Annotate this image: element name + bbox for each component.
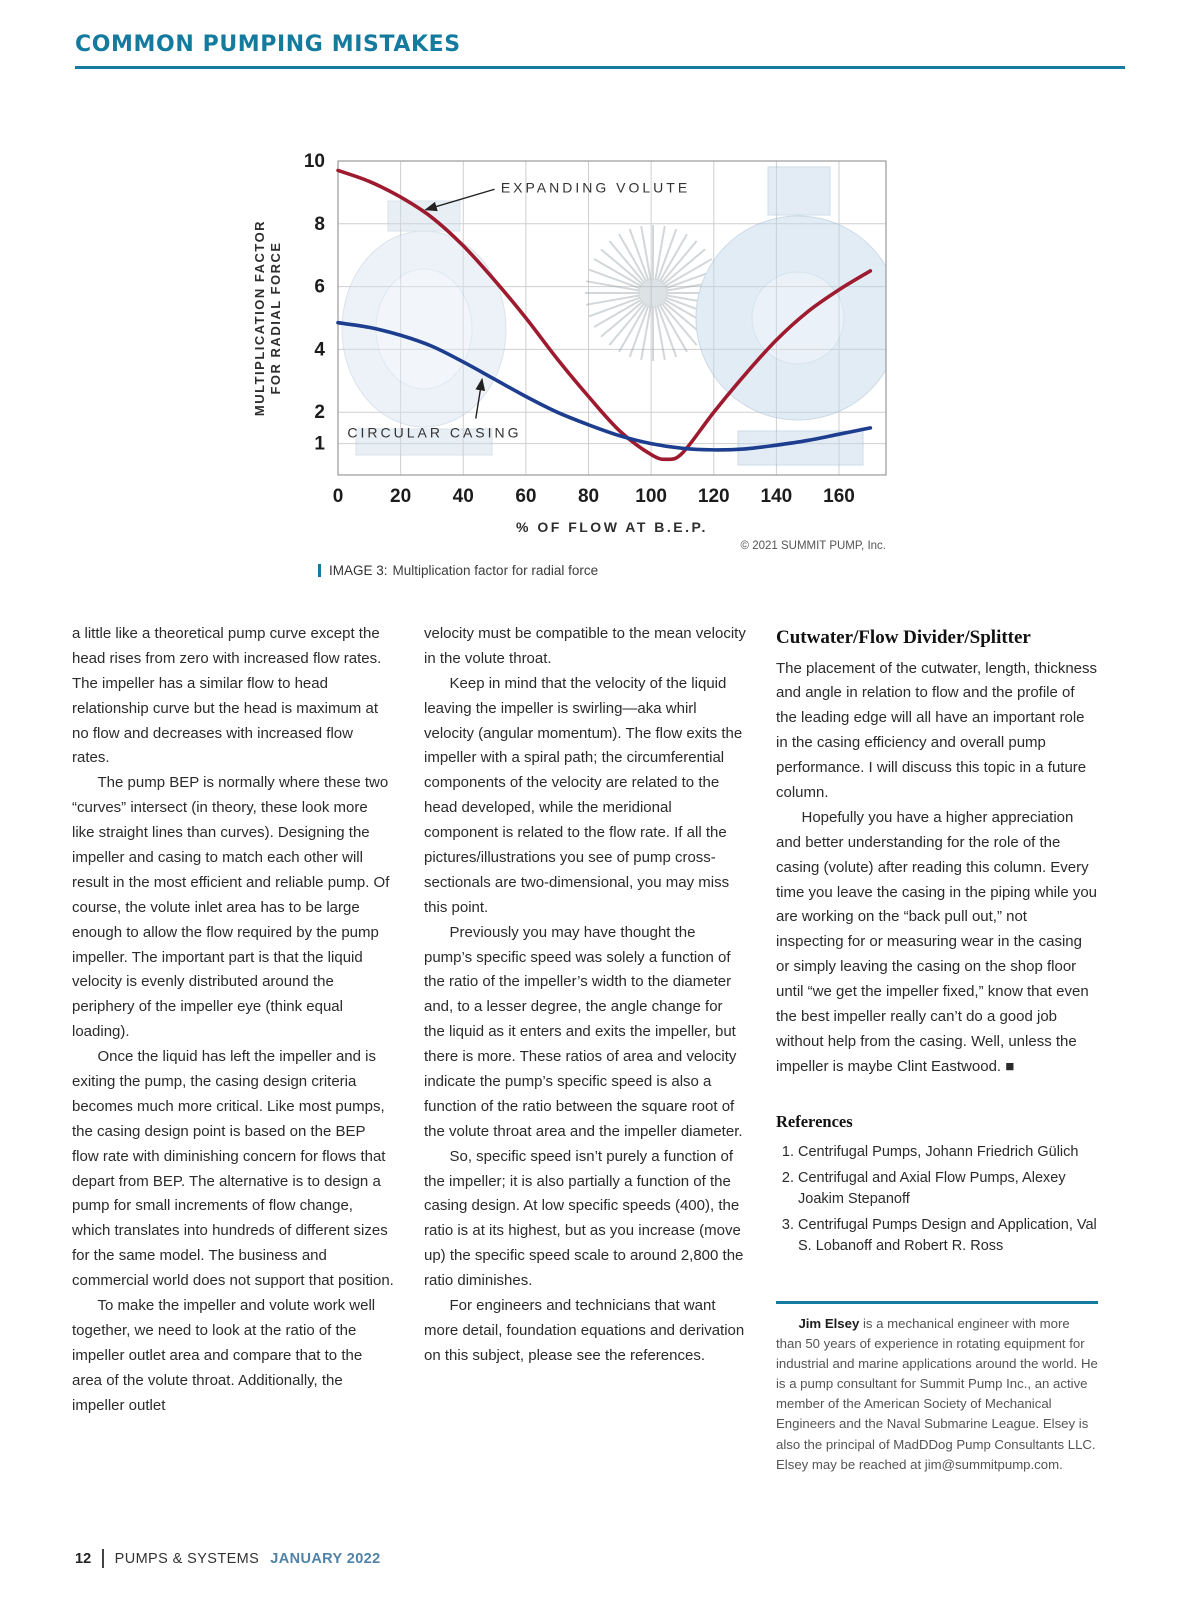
bio-rule [776, 1301, 1098, 1305]
author-bio: Jim Elsey is a mechanical engineer with … [776, 1314, 1098, 1475]
svg-text:0: 0 [333, 486, 344, 507]
paragraph: The pump BEP is normally where these two… [72, 774, 390, 1041]
annotation-label: EXPANDING VOLUTE [501, 180, 690, 196]
paragraph: Hopefully you have a higher appreciation… [776, 808, 1098, 1075]
pump-watermark-illustration [341, 166, 886, 466]
caption-bar-icon [318, 564, 321, 577]
header-rule [75, 66, 1125, 69]
paragraph: So, specific speed isn’t purely a functi… [424, 1147, 744, 1290]
section-paragraphs: The placement of the cutwater, length, t… [776, 657, 1098, 1080]
series-expanding-volute [336, 168, 873, 462]
paragraph: Once the liquid has left the impeller an… [72, 1048, 394, 1290]
paragraph: Keep in mind that the velocity of the li… [424, 674, 743, 916]
paragraph: Previously you may have thought the pump… [424, 923, 743, 1140]
paragraph: For engineers and technicians that want … [424, 1297, 745, 1364]
svg-text:MULTIPLICATION FACTORFOR RADIA: MULTIPLICATION FACTORFOR RADIAL FORCE [252, 220, 283, 416]
series-circular-casing [336, 320, 873, 452]
svg-text:60: 60 [515, 486, 536, 507]
svg-text:160: 160 [823, 486, 855, 507]
paragraph: a little like a theoretical pump curve e… [72, 625, 382, 767]
svg-text:1: 1 [314, 434, 325, 455]
figure-credit: © 2021 SUMMIT PUMP, Inc. [741, 540, 886, 552]
article-body: a little like a theoretical pump curve e… [0, 622, 1200, 1475]
svg-text:% OF FLOW AT B.E.P.: % OF FLOW AT B.E.P. [516, 519, 708, 535]
reference-item: Centrifugal and Axial Flow Pumps, Alexey… [798, 1168, 1098, 1210]
page-footer: 12 PUMPS & SYSTEMS JANUARY 2022 [75, 1549, 381, 1568]
paragraph: The placement of the cutwater, length, t… [776, 659, 1098, 801]
svg-text:120: 120 [698, 486, 730, 507]
column-2: velocity must be compatible to the mean … [424, 622, 746, 1475]
figure-image3: 0 20 40 60 80 100 120 140 160 1 2 4 6 8 10 % OF FLOW AT… [238, 143, 928, 578]
issue-date: JANUARY 2022 [270, 1550, 381, 1567]
page-title: COMMON PUMPING MISTAKES [75, 32, 461, 57]
references-heading: References [776, 1111, 853, 1131]
column-3: Cutwater/Flow Divider/Splitter The place… [776, 622, 1098, 1475]
magazine-name: PUMPS & SYSTEMS [114, 1550, 260, 1567]
paragraph: velocity must be compatible to the mean … [424, 625, 746, 667]
caption-label: IMAGE 3: [329, 563, 388, 578]
svg-text:8: 8 [314, 214, 325, 235]
page-number: 12 [75, 1550, 92, 1567]
chart-svg: 0 20 40 60 80 100 120 140 160 1 2 4 6 8 10 % OF FLOW AT… [252, 151, 887, 552]
author-bio-text: is a mechanical engineer with more than … [776, 1316, 1098, 1472]
page-header: COMMON PUMPING MISTAKES [0, 0, 1200, 69]
paragraph: To make the impeller and volute work wel… [72, 1297, 376, 1414]
reference-item: Centrifugal Pumps Design and Application… [798, 1215, 1098, 1257]
footer-divider [102, 1549, 104, 1568]
svg-text:80: 80 [578, 486, 599, 507]
reference-item: Centrifugal Pumps, Johann Friedrich Güli… [798, 1142, 1098, 1163]
column-1: a little like a theoretical pump curve e… [72, 622, 394, 1475]
svg-text:140: 140 [761, 486, 793, 507]
svg-text:2: 2 [314, 402, 325, 423]
author-name: Jim Elsey [798, 1316, 860, 1332]
svg-text:20: 20 [390, 486, 411, 507]
section-heading: Cutwater/Flow Divider/Splitter [776, 627, 1031, 648]
annotation-label: CIRCULAR CASING [347, 425, 521, 441]
radial-force-chart: 0 20 40 60 80 100 120 140 160 1 2 4 6 8 10 % OF FLOW AT… [238, 143, 918, 555]
figure-caption: IMAGE 3: Multiplication factor for radia… [318, 563, 928, 578]
svg-text:100: 100 [635, 486, 667, 507]
svg-text:6: 6 [314, 277, 325, 298]
svg-text:10: 10 [304, 151, 325, 172]
svg-text:4: 4 [314, 339, 325, 360]
caption-text: Multiplication factor for radial force [392, 563, 599, 578]
svg-text:40: 40 [453, 486, 474, 507]
references-list: Centrifugal Pumps, Johann Friedrich Güli… [776, 1142, 1098, 1257]
